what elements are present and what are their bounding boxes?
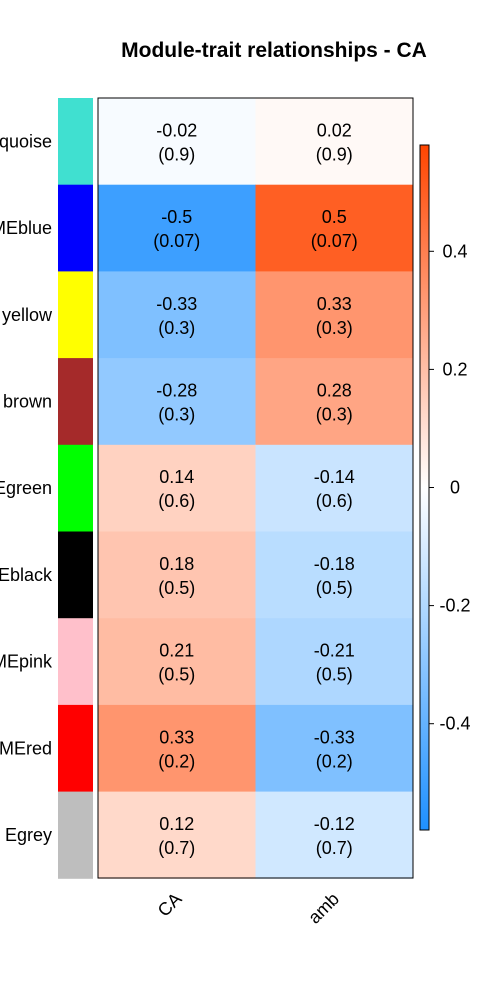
cell-pvalue: (0.9): [158, 144, 195, 164]
colorbar-tick-label: 0: [450, 478, 460, 498]
cell-correlation: 0.12: [159, 814, 194, 834]
heatmap-cell: [255, 704, 414, 793]
row-label: MEpink: [0, 652, 53, 672]
heatmap-cell: [255, 444, 414, 532]
row-labels: quoise MEblue yellow brown Egreen Eblack MEpin…: [0, 131, 53, 845]
row-label: yellow: [2, 305, 53, 325]
module-color-swatch: [58, 618, 93, 706]
cell-correlation: -0.14: [314, 467, 355, 487]
cell-pvalue: (0.3): [158, 318, 195, 338]
cell-pvalue: (0.3): [316, 318, 353, 338]
cell-pvalue: (0.3): [158, 404, 195, 424]
heatmap-frame: [97, 97, 414, 879]
row-label: MEblue: [0, 218, 52, 238]
heatmap-cell: [98, 444, 256, 532]
row-label: Eblack: [0, 565, 53, 585]
heatmap-cell: [255, 271, 414, 359]
heatmap-cell: [98, 618, 256, 706]
cell-pvalue: (0.5): [158, 665, 195, 685]
cell-correlation: -0.12: [314, 814, 355, 834]
cell-correlation: -0.21: [314, 641, 355, 661]
heatmap-cell: [255, 184, 414, 272]
column-labels: CA amb: [154, 889, 343, 928]
heatmap-cell: [255, 531, 414, 619]
cell-pvalue: (0.2): [316, 751, 353, 771]
module-color-swatch: [58, 531, 93, 619]
heatmap-cell: [255, 98, 414, 186]
cell-pvalue: (0.3): [316, 404, 353, 424]
heatmap-cell: [98, 184, 256, 272]
cell-correlation: 0.28: [317, 380, 352, 400]
cell-pvalue: (0.6): [316, 491, 353, 511]
cell-pvalue: (0.9): [316, 144, 353, 164]
heatmap-cell: [98, 271, 256, 359]
heatmap-cell: [98, 704, 256, 793]
heatmap-cell: [255, 791, 414, 879]
row-label: quoise: [0, 131, 52, 151]
cell-correlation: 0.5: [322, 207, 347, 227]
column-label: amb: [304, 889, 343, 928]
row-label: Egreen: [0, 478, 52, 498]
module-color-swatch: [58, 98, 93, 186]
module-color-swatch: [58, 271, 93, 359]
module-color-swatch: [58, 358, 93, 446]
cell-correlation: 0.21: [159, 641, 194, 661]
cell-correlation: -0.33: [314, 727, 355, 747]
cell-pvalue: (0.2): [158, 751, 195, 771]
column-label: CA: [154, 889, 186, 921]
colorbar-gradient: [419, 144, 430, 831]
row-label: Egrey: [5, 825, 52, 845]
chart-title: Module-trait relationships - CA: [121, 39, 427, 62]
heatmap-cells: -0.02 (0.9) 0.02 (0.9) -0.5 (0.07) 0.5 (0.07) -0…: [98, 98, 414, 879]
cell-correlation: 0.14: [159, 467, 194, 487]
module-color-swatch: [58, 704, 93, 793]
cell-correlation: 0.33: [159, 727, 194, 747]
cell-correlation: -0.02: [156, 120, 197, 140]
colorbar-tick-label: -0.4: [439, 714, 470, 734]
row-label: MEred: [0, 738, 52, 758]
colorbar-tick-label: 0.2: [442, 359, 467, 379]
cell-pvalue: (0.07): [311, 231, 358, 251]
cell-pvalue: (0.6): [158, 491, 195, 511]
heatmap-cell: [98, 98, 256, 186]
cell-correlation: 0.02: [317, 120, 352, 140]
cell-pvalue: (0.5): [316, 578, 353, 598]
module-color-swatch: [58, 444, 93, 532]
cell-correlation: -0.5: [161, 207, 192, 227]
cell-pvalue: (0.7): [316, 838, 353, 858]
cell-correlation: -0.33: [156, 294, 197, 314]
module-color-swatch: [58, 184, 93, 272]
cell-correlation: -0.28: [156, 380, 197, 400]
cell-pvalue: (0.5): [316, 665, 353, 685]
row-label: brown: [3, 391, 52, 411]
heatmap-cell: [98, 531, 256, 619]
module-color-swatch: [58, 791, 93, 879]
cell-correlation: -0.18: [314, 554, 355, 574]
cell-correlation: 0.18: [159, 554, 194, 574]
cell-correlation: 0.33: [317, 294, 352, 314]
cell-pvalue: (0.07): [153, 231, 200, 251]
colorbar-tick-label: 0.4: [442, 241, 467, 261]
color-legend: 0.4 0.2 0 -0.2 -0.4: [419, 144, 471, 831]
colorbar-tick-label: -0.2: [439, 596, 470, 616]
heatmap-cell: [98, 358, 256, 446]
heatmap-cell: [255, 618, 414, 706]
heatmap-cell: [255, 358, 414, 446]
cell-pvalue: (0.5): [158, 578, 195, 598]
heatmap-cell: [98, 791, 256, 879]
cell-pvalue: (0.7): [158, 838, 195, 858]
module-color-strip: [58, 98, 93, 879]
